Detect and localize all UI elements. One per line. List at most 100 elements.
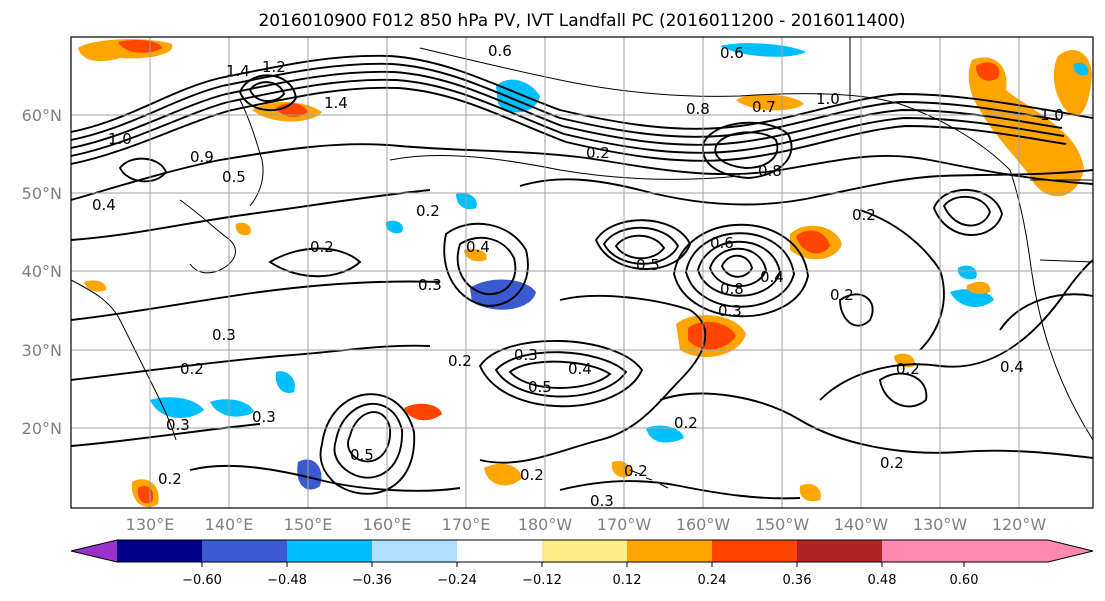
- contour-label: 0.3: [718, 302, 742, 320]
- colorbar-bin: [797, 540, 882, 562]
- longitude-label: 170°W: [597, 515, 652, 534]
- contour-line: [118, 157, 168, 183]
- positive-anomaly-region: [968, 57, 1084, 197]
- colorbar-bin: [117, 540, 202, 562]
- negative-anomaly-region: [275, 371, 295, 394]
- colorbar-tick-label: −0.36: [352, 573, 392, 588]
- colorbar-extend-max: [964, 540, 1093, 562]
- contour-label: 0.3: [166, 416, 190, 434]
- contour-line: [702, 121, 793, 179]
- longitude-label: 170°E: [442, 515, 491, 534]
- contour-label: 0.2: [448, 352, 472, 370]
- contour-line: [71, 280, 441, 321]
- longitude-label: 130°W: [913, 515, 968, 534]
- contour-line: [333, 403, 403, 479]
- contour-label: 0.5: [528, 378, 552, 396]
- strong-positive-anomaly-region: [688, 321, 736, 350]
- latitude-label: 30°N: [22, 341, 62, 360]
- colorbar-bin: [287, 540, 372, 562]
- colorbar-bin: [202, 540, 287, 562]
- colorbar-bin: [372, 540, 457, 562]
- contour-line: [319, 393, 415, 495]
- colorbar-tick-labels: −0.60 −0.48 −0.36 −0.24 −0.12 0.12 0.24 …: [182, 573, 978, 588]
- contour-line: [878, 372, 928, 408]
- positive-anomaly-region: [736, 94, 804, 111]
- latitude-labels: 60°N 50°N 40°N 30°N 20°N: [22, 106, 62, 438]
- colorbar-tick-label: 0.60: [950, 573, 979, 588]
- contour-line: [942, 195, 992, 227]
- contour-line: [508, 360, 612, 389]
- contour-line: [602, 226, 680, 265]
- contour-line: [932, 188, 1003, 236]
- strong-positive-anomaly-region: [137, 485, 154, 504]
- contour-line: [673, 223, 809, 318]
- contour-label: 0.8: [758, 162, 782, 180]
- contour-label: 0.4: [466, 238, 490, 256]
- contour-line: [71, 423, 261, 447]
- colorbar: −0.60 −0.48 −0.36 −0.24 −0.12 0.12 0.24 …: [70, 539, 1094, 588]
- coastline-japan: [179, 199, 236, 274]
- contour-line: [71, 54, 1093, 133]
- colorbar-bin: [457, 540, 542, 562]
- latitude-label: 60°N: [22, 106, 62, 125]
- colorbar-tick-label: −0.60: [182, 573, 222, 588]
- map-frame: [70, 36, 1094, 509]
- contour-line: [659, 392, 1093, 459]
- contour-label: 0.4: [760, 268, 784, 286]
- pv-contours: [71, 54, 1093, 500]
- strong-positive-anomaly-region: [118, 40, 162, 53]
- contour-labels: 0.6 0.6 1.4 1.2 1.4 1.0 0.8 0.7 1.0 1.0 …: [92, 42, 1064, 508]
- contour-label: 0.9: [190, 148, 214, 166]
- longitude-label: 140°W: [834, 515, 889, 534]
- colorbar-tick-label: 0.48: [868, 573, 897, 588]
- contour-line: [71, 143, 1093, 201]
- strong-positive-anomaly-region: [276, 103, 308, 117]
- colorbar-ticks: [201, 562, 965, 567]
- colorbar-tick-label: −0.24: [437, 573, 477, 588]
- colorbar-tick-label: 0.12: [613, 573, 642, 588]
- contour-line: [614, 234, 666, 260]
- negative-anomaly-region: [150, 397, 204, 419]
- contour-label: 0.3: [514, 346, 538, 364]
- latitude-label: 20°N: [22, 419, 62, 438]
- contour-label: 0.3: [212, 326, 236, 344]
- contour-line: [479, 294, 707, 464]
- contour-line: [71, 62, 1061, 141]
- boundary-line: [1039, 259, 1093, 263]
- contour-label: 0.5: [222, 168, 246, 186]
- positive-anomaly-region: [966, 281, 991, 294]
- contour-label: 0.6: [720, 44, 744, 62]
- positive-anomaly-region: [799, 483, 821, 502]
- contour-label: 0.6: [710, 234, 734, 252]
- positive-anomaly-region: [611, 460, 631, 478]
- contour-label: 1.0: [816, 90, 840, 108]
- colorbar-tick-label: −0.12: [522, 573, 562, 588]
- contour-line: [709, 247, 767, 288]
- contour-label: 0.4: [568, 360, 592, 378]
- contour-label: 0.2: [310, 238, 334, 256]
- colorbar-extend-min: [71, 540, 117, 562]
- latitude-label: 40°N: [22, 262, 62, 281]
- contour-label: 0.4: [1000, 358, 1024, 376]
- map-panel: 0.6 0.6 1.4 1.2 1.4 1.0 0.8 0.7 1.0 1.0 …: [22, 36, 1094, 534]
- contour-line: [819, 259, 1093, 401]
- contour-label: 0.4: [92, 196, 116, 214]
- longitude-label: 120°W: [992, 515, 1047, 534]
- contour-label: 0.2: [896, 360, 920, 378]
- colorbar-tick-label: −0.48: [267, 573, 307, 588]
- contour-label: 1.0: [1040, 106, 1064, 124]
- contour-label: 0.5: [636, 256, 660, 274]
- figure-title: 2016010900 F012 850 hPa PV, IVT Landfall…: [258, 11, 905, 31]
- strong-negative-anomaly-region: [470, 279, 536, 310]
- positive-anomaly-region: [484, 463, 522, 486]
- longitude-label: 160°E: [363, 515, 412, 534]
- contour-line: [71, 189, 431, 241]
- contour-label: 0.2: [624, 462, 648, 480]
- contour-label: 1.2: [262, 58, 286, 76]
- contour-label: 0.3: [418, 276, 442, 294]
- colorbar-tick-label: 0.36: [783, 573, 812, 588]
- contour-line: [443, 222, 529, 307]
- colorbar-bin: [882, 540, 964, 562]
- contour-label: 0.6: [488, 42, 512, 60]
